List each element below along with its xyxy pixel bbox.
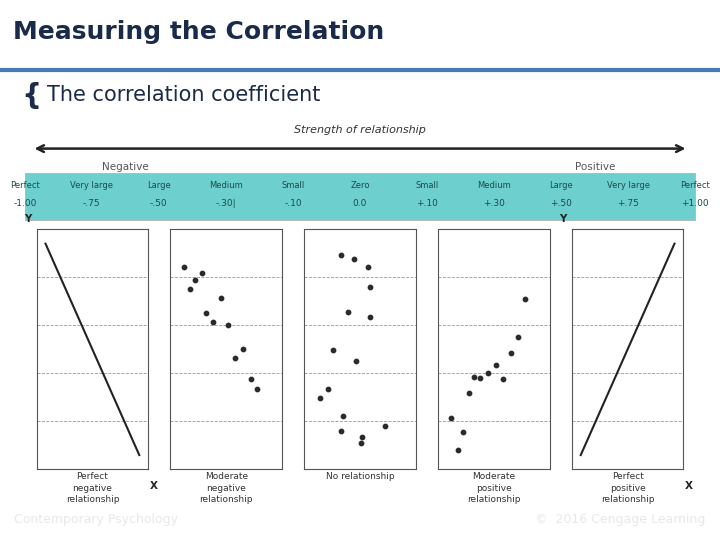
Point [252, 384, 264, 393]
Point [328, 346, 339, 355]
Point [364, 312, 375, 321]
Text: -.10: -.10 [284, 199, 302, 208]
Text: +.75: +.75 [617, 199, 639, 208]
Point [322, 384, 333, 393]
Point [314, 394, 325, 402]
Text: +1.00: +1.00 [681, 199, 709, 208]
Point [237, 345, 248, 354]
Text: Positive: Positive [575, 163, 615, 172]
Point [189, 276, 201, 285]
Point [222, 320, 234, 329]
Text: Very large: Very large [71, 181, 113, 191]
Point [196, 268, 207, 277]
Text: Perfect: Perfect [680, 181, 710, 191]
Text: Perfect: Perfect [10, 181, 40, 191]
Point [468, 372, 480, 381]
Text: No relationship: No relationship [325, 472, 395, 481]
Text: Zero: Zero [350, 181, 370, 191]
Text: Small: Small [282, 181, 305, 191]
Text: Small: Small [415, 181, 438, 191]
Text: Perfect
negative
relationship: Perfect negative relationship [66, 472, 119, 504]
Text: X: X [685, 482, 693, 491]
Text: X: X [150, 482, 158, 491]
Point [482, 368, 494, 377]
Point [456, 428, 468, 436]
Point [207, 318, 219, 326]
Text: ©  2016 Cengage Learning: © 2016 Cengage Learning [535, 513, 706, 526]
Point [519, 294, 531, 303]
Point [336, 426, 347, 435]
Point [336, 251, 347, 260]
Text: +.10: +.10 [416, 199, 438, 208]
Text: Very large: Very large [607, 181, 649, 191]
Point [215, 294, 226, 302]
Text: -1.00: -1.00 [13, 199, 37, 208]
Text: 0.0: 0.0 [353, 199, 367, 208]
Point [379, 421, 391, 430]
Point [490, 361, 502, 369]
Text: Medium: Medium [209, 181, 243, 191]
Text: -.75: -.75 [83, 199, 101, 208]
Point [446, 414, 457, 422]
Text: Large: Large [549, 181, 573, 191]
Point [513, 333, 524, 341]
Text: Moderate
positive
relationship: Moderate positive relationship [467, 472, 521, 504]
Point [464, 389, 475, 397]
Text: Y: Y [24, 214, 32, 225]
Text: Negative: Negative [102, 163, 148, 172]
Text: -.50: -.50 [150, 199, 168, 208]
Text: Medium: Medium [477, 181, 511, 191]
Point [356, 433, 368, 442]
Text: Large: Large [147, 181, 171, 191]
Point [230, 353, 241, 362]
Text: The correlation coefficient: The correlation coefficient [47, 85, 320, 105]
Point [348, 254, 360, 263]
Text: Measuring the Correlation: Measuring the Correlation [13, 21, 384, 44]
Point [178, 263, 189, 272]
Text: +.30: +.30 [483, 199, 505, 208]
Point [364, 283, 376, 292]
Text: Contemporary Psychology: Contemporary Psychology [14, 513, 179, 526]
Point [497, 374, 508, 383]
Text: +.50: +.50 [550, 199, 572, 208]
Text: Strength of relationship: Strength of relationship [294, 125, 426, 136]
Text: -.30|: -.30| [215, 199, 236, 208]
Text: Moderate
negative
relationship: Moderate negative relationship [199, 472, 253, 504]
Point [185, 285, 197, 293]
Point [245, 375, 256, 384]
Bar [24, 173, 696, 220]
Point [362, 262, 374, 271]
Point [351, 357, 362, 366]
Point [337, 411, 348, 420]
Point [452, 446, 464, 455]
Point [356, 439, 367, 448]
Text: Y: Y [559, 214, 567, 225]
Point [474, 374, 486, 382]
Text: Perfect
positive
relationship: Perfect positive relationship [601, 472, 654, 504]
Point [342, 308, 354, 316]
Point [505, 349, 516, 357]
Point [200, 308, 212, 317]
Text: }: } [16, 79, 35, 107]
